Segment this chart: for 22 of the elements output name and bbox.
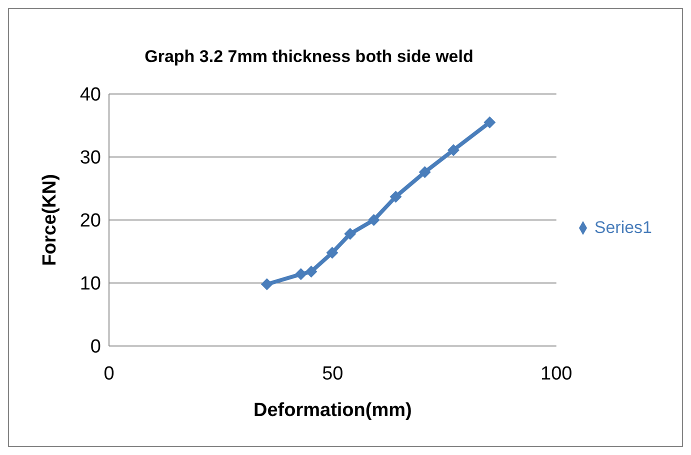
y-tick-label: 20 — [80, 210, 101, 232]
x-axis-title: Deformation(mm) — [254, 400, 412, 421]
point — [260, 278, 273, 290]
point — [305, 266, 318, 278]
y-tick-label: 10 — [80, 274, 101, 295]
x-tick-label: 100 — [540, 363, 572, 384]
x-tick-label: 50 — [322, 363, 344, 384]
y-axis-title: Force(KN) — [40, 174, 61, 266]
legend-label: Series1 — [594, 218, 652, 236]
point — [294, 268, 307, 280]
point — [344, 228, 356, 240]
point — [368, 214, 380, 226]
chart-title: Graph 3.2 7mm thickness both side weld — [144, 47, 474, 67]
point — [484, 116, 496, 128]
point — [390, 190, 402, 203]
x-tick-label: 0 — [104, 363, 114, 384]
y-tick-label: 30 — [80, 148, 101, 169]
point — [447, 144, 460, 156]
point — [326, 246, 338, 259]
y-tick-label: 0 — [90, 336, 101, 358]
point — [418, 166, 431, 178]
y-tick-label: 40 — [80, 84, 101, 106]
